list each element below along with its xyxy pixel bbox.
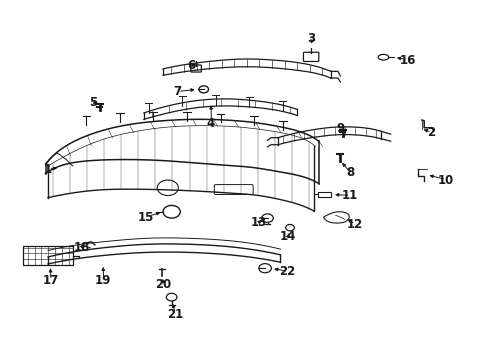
- Bar: [23, 246, 73, 265]
- Text: 12: 12: [346, 217, 362, 231]
- Text: 7: 7: [173, 85, 181, 98]
- Text: 17: 17: [42, 274, 59, 287]
- Text: 18: 18: [73, 240, 90, 253]
- Text: 5: 5: [89, 96, 98, 109]
- Text: 2: 2: [427, 126, 435, 139]
- Bar: [317, 192, 330, 197]
- Text: 8: 8: [345, 166, 353, 179]
- Text: 19: 19: [95, 274, 111, 287]
- Text: 1: 1: [44, 163, 52, 176]
- Text: 3: 3: [307, 32, 315, 45]
- Text: 14: 14: [279, 230, 295, 243]
- Text: 10: 10: [437, 174, 453, 186]
- Text: 11: 11: [341, 189, 357, 202]
- Text: 20: 20: [155, 278, 171, 291]
- Text: 13: 13: [250, 216, 266, 229]
- Text: 21: 21: [166, 307, 183, 320]
- Text: 6: 6: [187, 59, 196, 72]
- Text: 9: 9: [336, 122, 344, 135]
- Text: 16: 16: [398, 54, 415, 67]
- Text: 4: 4: [206, 117, 215, 130]
- Text: 22: 22: [279, 265, 295, 278]
- Text: 15: 15: [138, 211, 154, 224]
